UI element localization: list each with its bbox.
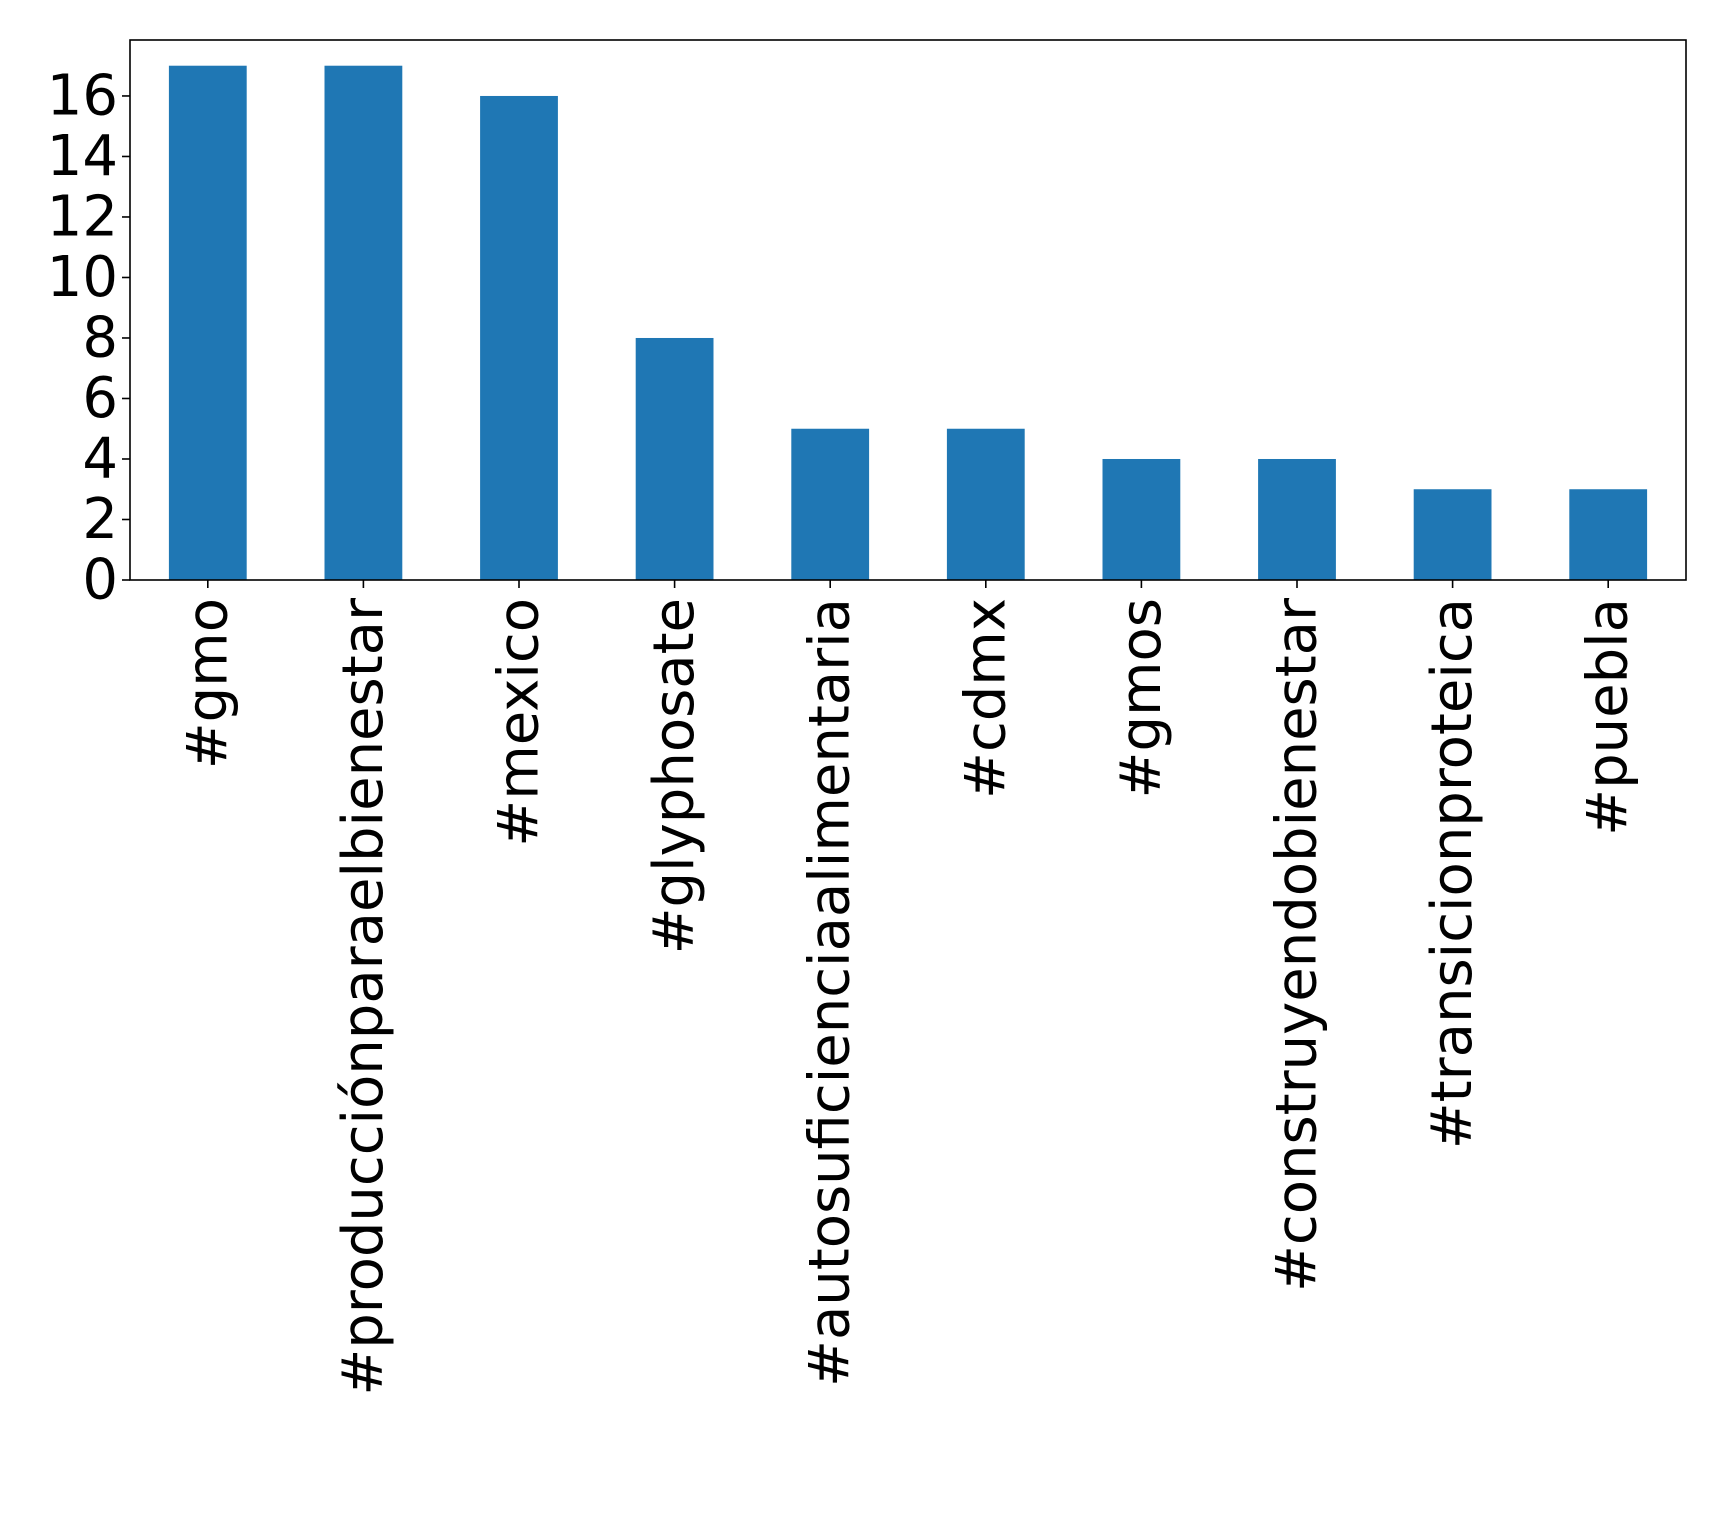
bar (946, 428, 1025, 580)
bar (324, 65, 403, 580)
x-tick-label: #puebla (1576, 598, 1641, 836)
x-tick-label: #transicionproteica (1420, 598, 1485, 1149)
bar (168, 65, 247, 580)
x-tick-label: #gmos (1109, 598, 1174, 798)
y-tick-label: 16 (47, 63, 118, 128)
x-tick-label: #cdmx (953, 598, 1018, 799)
bar (1413, 489, 1492, 580)
x-tick-label: #glyphosate (642, 598, 707, 954)
y-tick-label: 10 (47, 245, 118, 310)
bar (1102, 458, 1181, 580)
x-tick-label: #autosuficienciaalimentaria (798, 598, 863, 1387)
bar (635, 337, 714, 580)
x-tick-label: #producciónparaelbienestar (331, 597, 396, 1396)
plot-frame (129, 39, 1687, 581)
x-axis: #gmo #producciónparaelbienestar #mexico #gl… (175, 580, 1641, 1396)
y-tick-label: 14 (47, 124, 118, 189)
y-tick-label: 2 (82, 487, 118, 552)
bar (1258, 458, 1336, 580)
bar (791, 428, 870, 580)
x-tick-label: #mexico (487, 598, 552, 847)
y-tick-label: 12 (47, 184, 118, 249)
x-tick-label: #gmo (175, 598, 240, 769)
y-tick-label: 6 (82, 366, 118, 431)
bar (1569, 489, 1648, 580)
bars-layer (168, 65, 1648, 581)
y-tick-label: 8 (82, 305, 118, 370)
x-tick-label: #construyendobienestar (1265, 597, 1330, 1292)
y-tick-label: 0 (82, 548, 118, 613)
y-tick-label: 4 (82, 426, 118, 491)
bar (480, 95, 558, 581)
